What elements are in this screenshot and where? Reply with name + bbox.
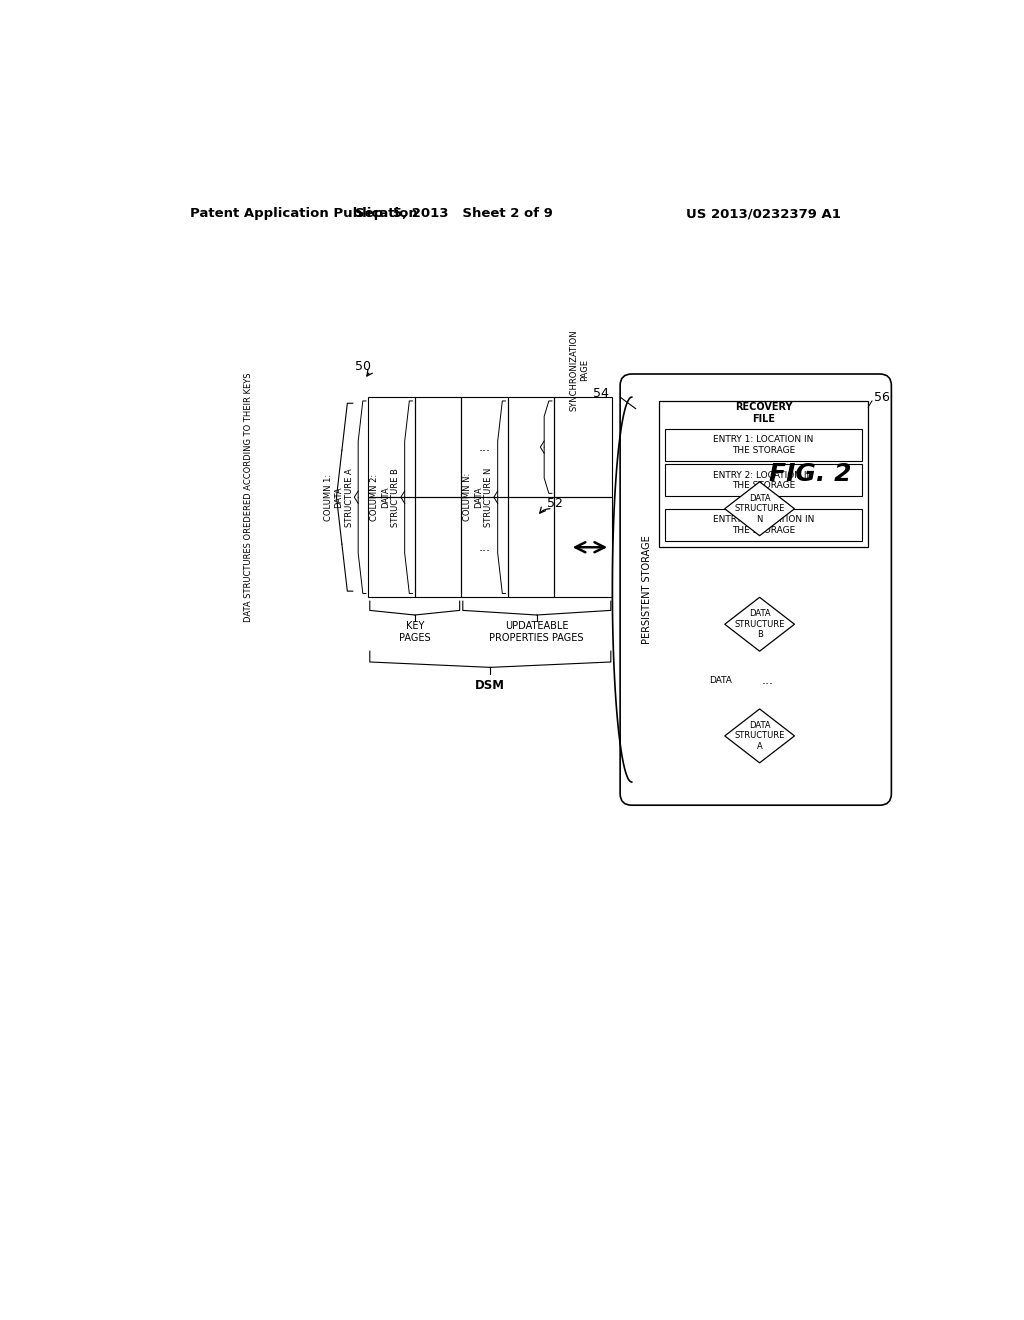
Text: ...: ...: [478, 441, 490, 454]
Polygon shape: [725, 482, 795, 536]
Bar: [369, 397, 415, 498]
Text: Patent Application Publication: Patent Application Publication: [190, 207, 418, 220]
Text: 54: 54: [593, 387, 608, 400]
Text: DATA
STRUCTURE
N: DATA STRUCTURE N: [734, 494, 784, 524]
Text: DSM: DSM: [475, 680, 505, 693]
Text: PERSISTENT STORAGE: PERSISTENT STORAGE: [642, 535, 652, 644]
Bar: [665, 465, 862, 496]
Bar: [508, 397, 554, 498]
Bar: [658, 401, 868, 548]
Text: ENTRY N: LOCATION IN
THE STORAGE: ENTRY N: LOCATION IN THE STORAGE: [713, 515, 814, 535]
FancyBboxPatch shape: [621, 374, 891, 805]
Text: DATA STRUCTURES OREDERED ACCORDING TO THEIR KEYS: DATA STRUCTURES OREDERED ACCORDING TO TH…: [244, 372, 253, 622]
Polygon shape: [725, 709, 795, 763]
Text: COLUMN 1:
DATA
STRUCTURE A: COLUMN 1: DATA STRUCTURE A: [324, 467, 353, 527]
Bar: [415, 498, 461, 597]
Text: SYNCHRONIZATION
PAGE: SYNCHRONIZATION PAGE: [569, 329, 589, 411]
Bar: [461, 397, 508, 498]
Bar: [554, 498, 612, 597]
Polygon shape: [725, 597, 795, 651]
Text: ...: ...: [762, 673, 773, 686]
Text: ENTRY 1: LOCATION IN
THE STORAGE: ENTRY 1: LOCATION IN THE STORAGE: [714, 436, 814, 454]
Text: ENTRY 2: LOCATION IN
THE STORAGE: ENTRY 2: LOCATION IN THE STORAGE: [714, 470, 814, 490]
Text: Sep. 5, 2013   Sheet 2 of 9: Sep. 5, 2013 Sheet 2 of 9: [354, 207, 552, 220]
Text: DATA
STRUCTURE
A: DATA STRUCTURE A: [734, 721, 784, 751]
Text: US 2013/0232379 A1: US 2013/0232379 A1: [686, 207, 841, 220]
Bar: [665, 429, 862, 461]
Text: ...: ...: [478, 541, 490, 554]
Text: DATA
STRUCTURE
B: DATA STRUCTURE B: [734, 610, 784, 639]
Text: UPDATEABLE
PROPERTIES PAGES: UPDATEABLE PROPERTIES PAGES: [489, 622, 584, 643]
Bar: [415, 397, 461, 498]
Text: 50: 50: [355, 360, 371, 372]
Text: COLUMN N:
DATA
STRUCTURE N: COLUMN N: DATA STRUCTURE N: [464, 467, 494, 527]
Bar: [461, 498, 508, 597]
Text: FIG. 2: FIG. 2: [769, 462, 851, 486]
Text: KEY
PAGES: KEY PAGES: [399, 622, 430, 643]
Text: COLUMN 2:
DATA
STRUCTURE B: COLUMN 2: DATA STRUCTURE B: [371, 467, 400, 527]
Text: 52: 52: [547, 496, 562, 510]
Text: 56: 56: [874, 391, 890, 404]
Bar: [508, 498, 554, 597]
Text: DATA: DATA: [710, 676, 732, 685]
Bar: [369, 498, 415, 597]
Bar: [554, 397, 612, 498]
Bar: [665, 508, 862, 541]
Text: RECOVERY
FILE: RECOVERY FILE: [735, 403, 793, 424]
